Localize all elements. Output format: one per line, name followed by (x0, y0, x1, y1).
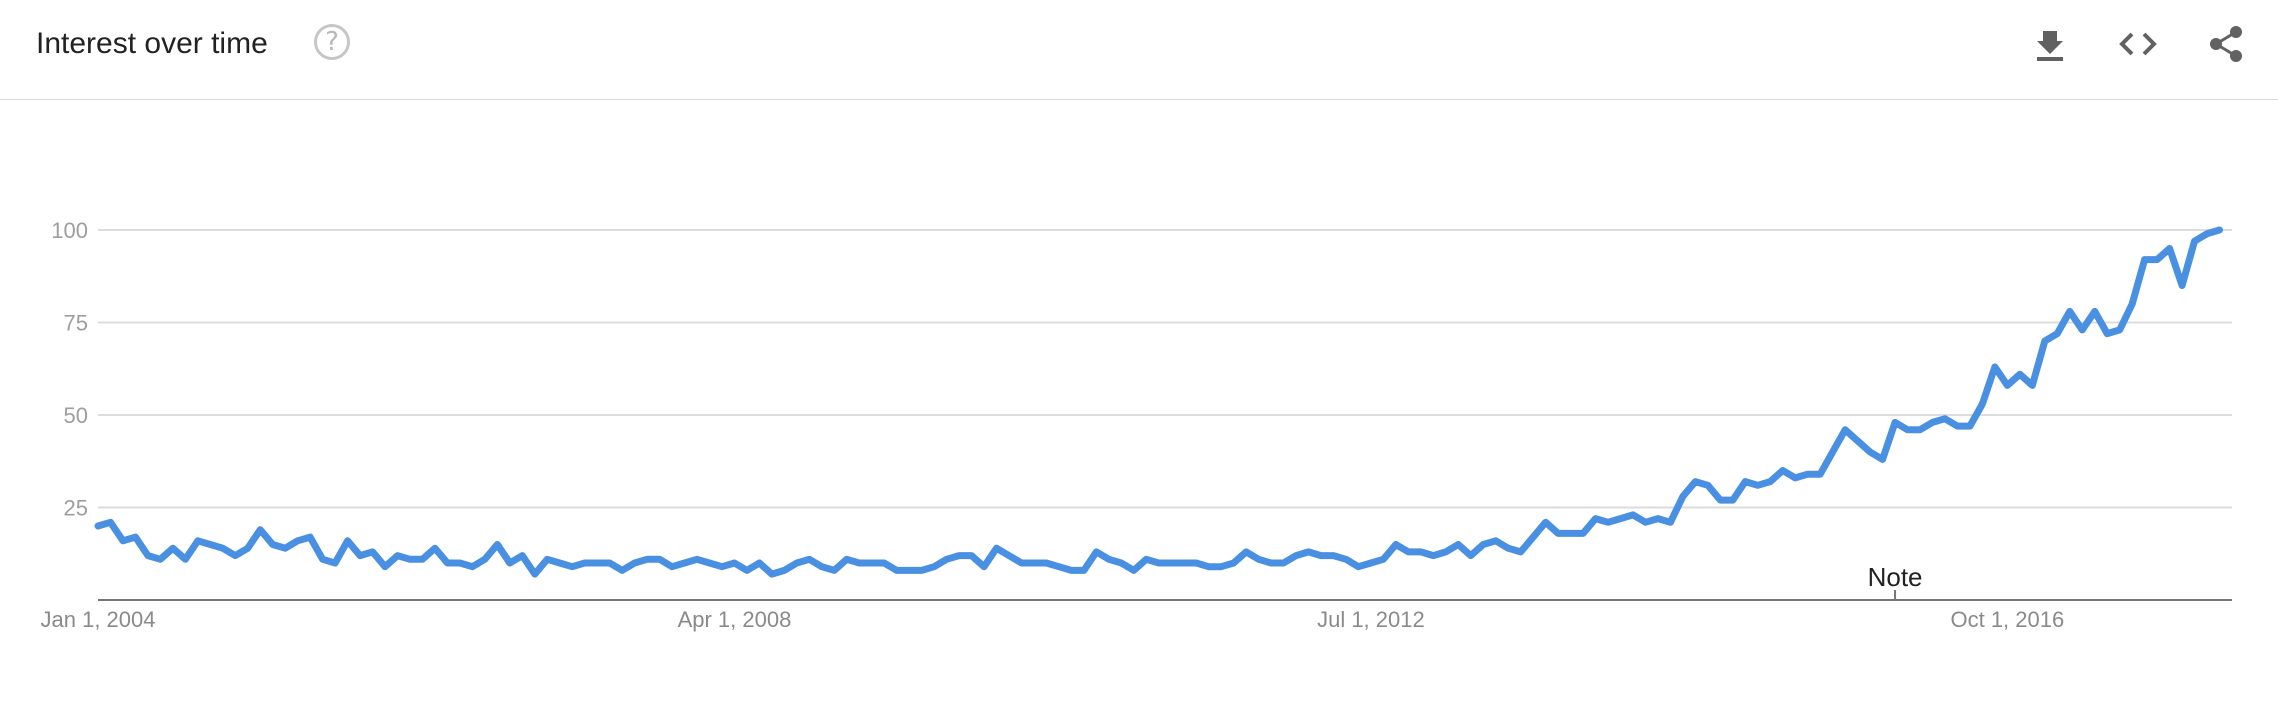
x-tick-label: Jul 1, 2012 (1317, 607, 1425, 632)
share-icon[interactable] (2206, 24, 2246, 64)
x-tick-label: Oct 1, 2016 (1950, 607, 2064, 632)
chart-header: Interest over time ? (0, 0, 2278, 100)
y-tick-label: 75 (64, 311, 88, 336)
y-axis-ticks: 25 50 75 100 (51, 218, 88, 521)
download-icon[interactable] (2030, 24, 2070, 64)
x-axis-ticks: Jan 1, 2004 Apr 1, 2008 Jul 1, 2012 Oct 1, … (41, 607, 2065, 632)
note-label[interactable]: Note (1868, 562, 1923, 592)
grid-lines (98, 229, 2232, 509)
x-tick-label: Apr 1, 2008 (678, 607, 792, 632)
series-line (94, 226, 2224, 578)
y-tick-label: 50 (64, 403, 88, 428)
embed-code-icon[interactable] (2118, 24, 2158, 64)
y-tick-label: 25 (64, 496, 88, 521)
chart-title: Interest over time (36, 27, 268, 60)
x-tick-label: Jan 1, 2004 (41, 607, 156, 632)
interest-line-chart: 25 50 75 100 Jan 1, 2004 Apr 1, 2008 Jul 1, 2… (41, 218, 2232, 632)
question-circle-icon[interactable]: ? (314, 24, 350, 60)
note-marker[interactable]: Note (1868, 562, 1923, 600)
y-tick-label: 100 (51, 218, 88, 243)
